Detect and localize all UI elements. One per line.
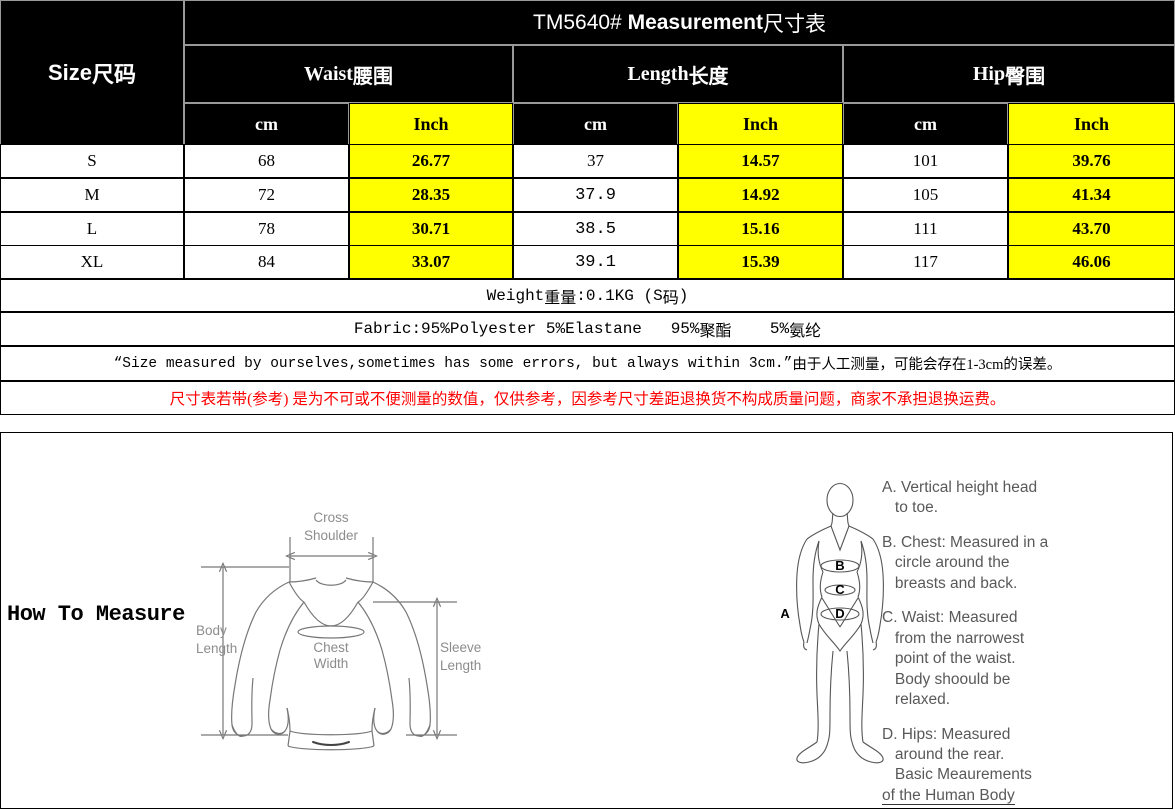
- svg-text:Shoulder: Shoulder: [304, 528, 359, 543]
- svg-text:Width: Width: [314, 656, 349, 671]
- svg-text:Sleeve: Sleeve: [440, 640, 481, 655]
- svg-text:Chest: Chest: [313, 640, 349, 655]
- svg-text:Length: Length: [196, 641, 237, 656]
- svg-text:C: C: [835, 582, 845, 597]
- svg-text:D: D: [835, 606, 844, 621]
- svg-text:B: B: [835, 558, 844, 573]
- svg-text:Body: Body: [196, 623, 227, 638]
- svg-text:A: A: [781, 606, 790, 621]
- svg-text:Cross: Cross: [313, 510, 349, 525]
- svg-text:Length: Length: [440, 658, 481, 673]
